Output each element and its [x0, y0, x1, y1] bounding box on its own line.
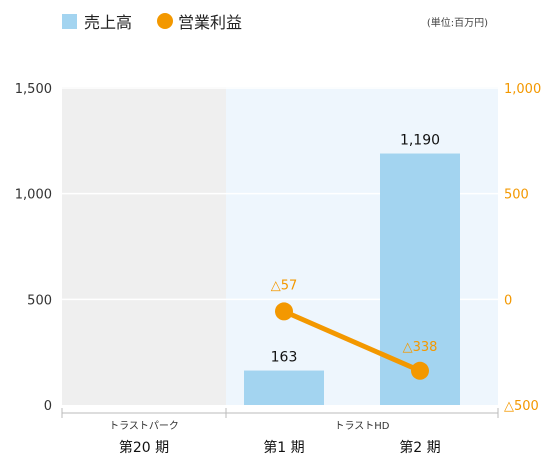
- x-category-label: 第1 期: [263, 439, 304, 456]
- legend-sales-swatch: [62, 14, 77, 29]
- profit-point: [275, 302, 293, 321]
- x-category-label: 第20 期: [119, 439, 169, 456]
- right-tick-label: 500: [504, 188, 529, 203]
- left-tick-label: 1,000: [15, 188, 52, 203]
- sales-value-label: 163: [271, 350, 298, 366]
- legend-profit-swatch: [157, 13, 173, 29]
- x-axis: トラストパーク トラストHD 第20 期 第1 期 第2 期: [61, 408, 499, 456]
- unit-note: (単位:百万円): [427, 16, 488, 29]
- sales-value-label: 1,190: [400, 133, 440, 149]
- profit-line: △57 △338: [271, 278, 438, 380]
- left-tick-label: 1,500: [15, 82, 52, 97]
- x-group-label: トラストHD: [334, 420, 389, 432]
- panel-left: [62, 87, 226, 405]
- left-tick-label: 500: [27, 293, 52, 308]
- left-tick-label: 0: [44, 399, 52, 414]
- right-tick-label: 1,000: [504, 82, 541, 97]
- legend: 売上高 営業利益 (単位:百万円): [62, 13, 488, 32]
- legend-sales-label: 売上高: [84, 13, 132, 32]
- x-category-label: 第2 期: [399, 439, 440, 456]
- profit-value-label: △57: [271, 278, 298, 293]
- x-group-label: トラストパーク: [109, 420, 179, 432]
- profit-line-path: [282, 309, 422, 374]
- profit-value-label: △338: [403, 340, 438, 355]
- sales-bar: [244, 370, 324, 405]
- right-axis: △500 0 500 1,000: [504, 82, 541, 414]
- legend-profit-label: 営業利益: [178, 13, 242, 32]
- profit-point: [411, 361, 429, 380]
- right-tick-label: 0: [504, 293, 512, 308]
- right-tick-label: △500: [504, 399, 539, 414]
- left-axis: 0 500 1,000 1,500: [15, 82, 52, 414]
